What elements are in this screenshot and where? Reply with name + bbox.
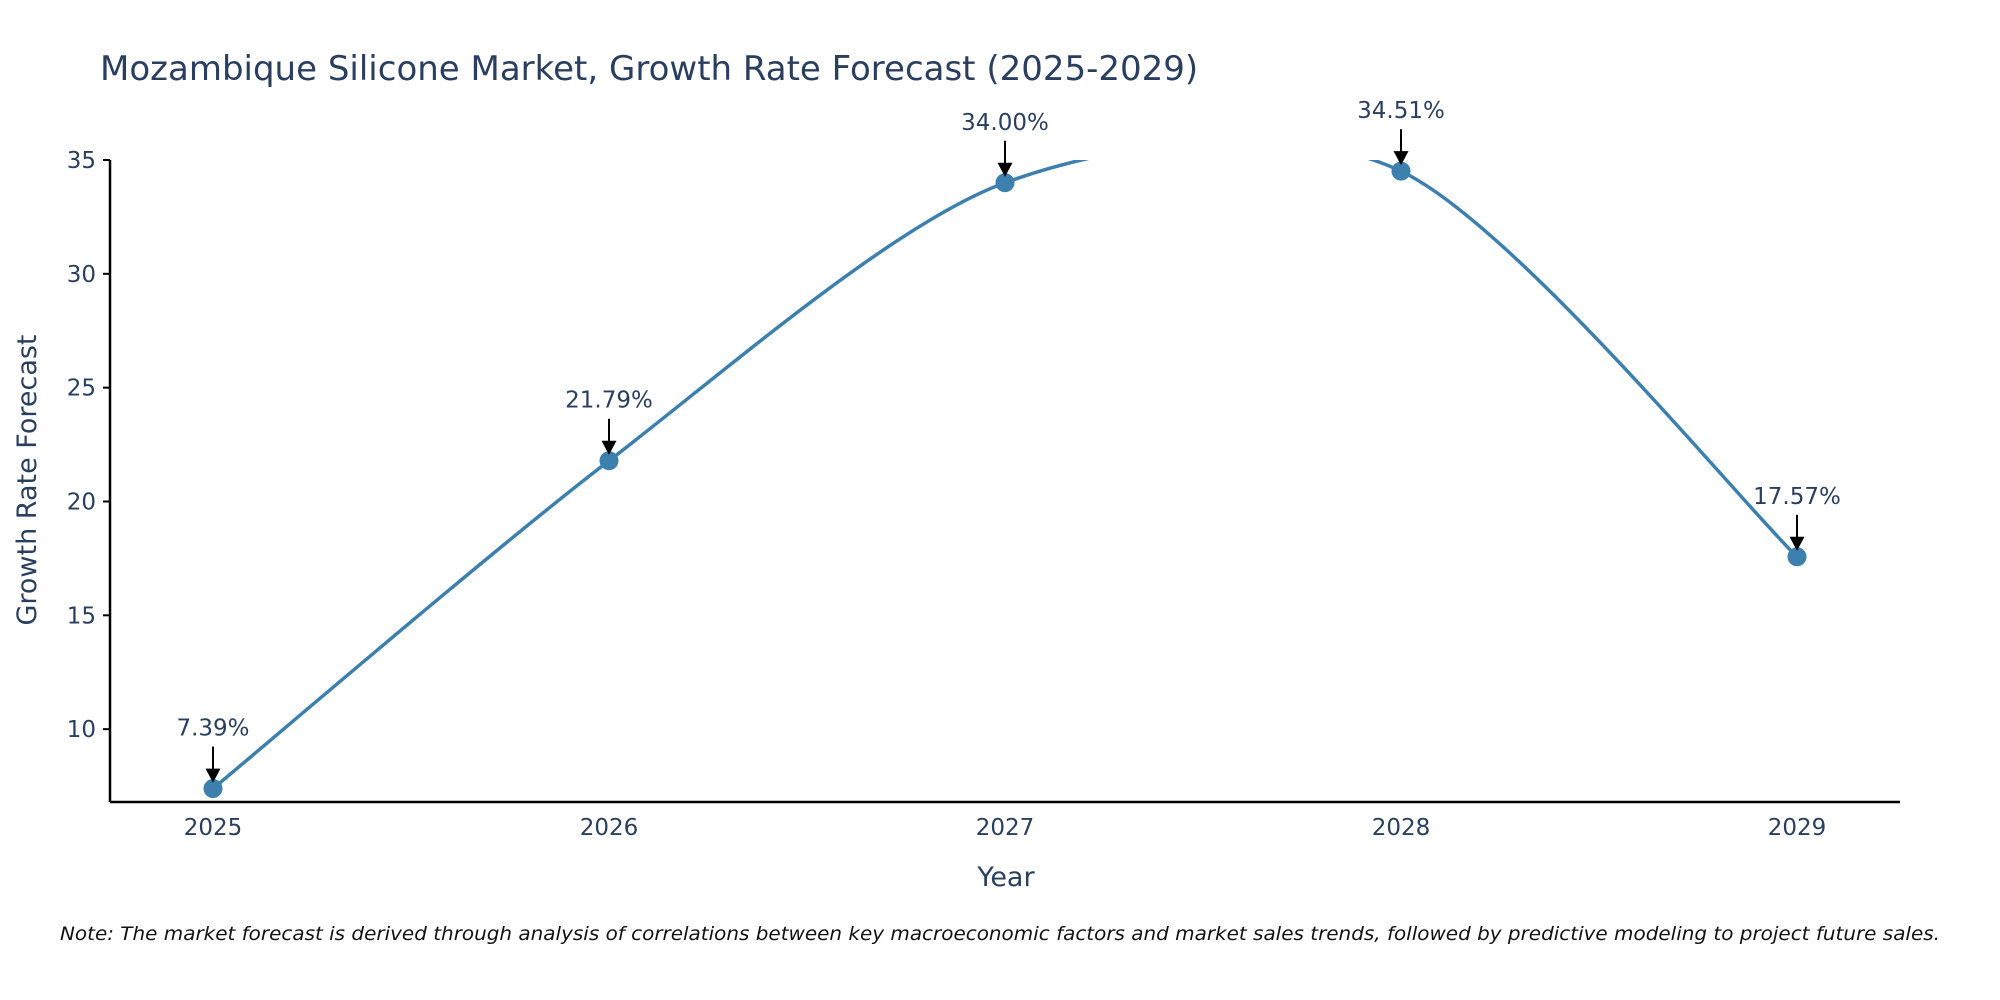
annotation-arrow-head — [205, 768, 221, 783]
data-label: 21.79% — [565, 388, 653, 414]
annotation-arrow-head — [1393, 151, 1409, 166]
y-tick-label: 15 — [67, 603, 96, 629]
data-points — [203, 161, 1807, 799]
x-axis-title: Year — [976, 862, 1035, 893]
y-axis-title: Growth Rate Forecast — [12, 334, 43, 625]
chart-title: Mozambique Silicone Market, Growth Rate … — [100, 49, 1198, 89]
data-label: 34.51% — [1357, 98, 1445, 124]
x-axis-ticks: 2025 2026 2027 2028 2029 — [184, 815, 1827, 841]
annotation-arrow-head — [601, 440, 617, 455]
data-point — [599, 451, 619, 471]
data-point — [203, 779, 223, 799]
annotation-arrow-head — [997, 162, 1013, 177]
y-tick-label: 35 — [67, 148, 96, 174]
x-tick-label: 2028 — [1372, 815, 1431, 841]
y-tick-label: 30 — [67, 262, 96, 288]
footnote: Note: The market forecast is derived thr… — [60, 923, 1940, 945]
data-label: 34.00% — [961, 110, 1049, 136]
y-tick-label: 20 — [67, 489, 96, 515]
data-point — [995, 173, 1015, 193]
data-label: 7.39% — [176, 716, 249, 742]
series-line — [211, 160, 1799, 790]
annotation-arrow-head — [1789, 536, 1805, 551]
x-tick-label: 2029 — [1768, 815, 1827, 841]
data-point — [1787, 547, 1807, 567]
y-axis-ticks: 10 15 20 25 30 35 — [67, 148, 110, 743]
x-tick-label: 2026 — [580, 815, 639, 841]
data-annotations: 7.39% 21.79% 34.00% 34.51% 17.57% — [176, 98, 1841, 783]
x-tick-label: 2027 — [976, 815, 1035, 841]
y-tick-label: 25 — [67, 376, 96, 402]
data-point — [1391, 161, 1411, 181]
x-tick-label: 2025 — [184, 815, 243, 841]
data-label: 17.57% — [1753, 484, 1841, 510]
y-tick-label: 10 — [67, 717, 96, 743]
